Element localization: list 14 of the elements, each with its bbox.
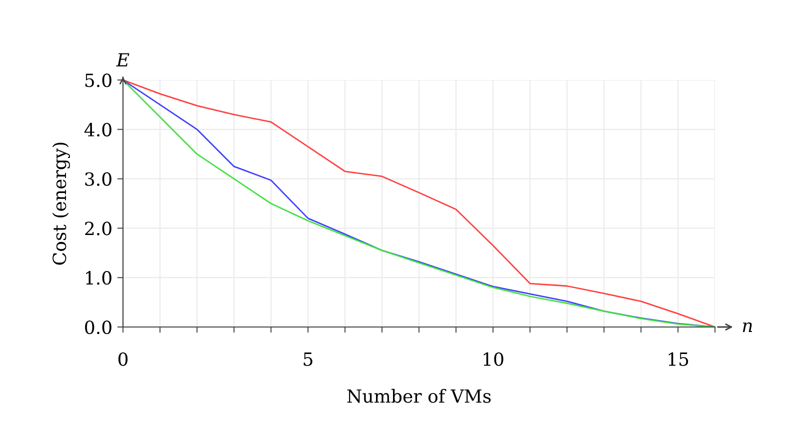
y-axis-title: Cost (energy) <box>52 142 70 265</box>
text: n <box>742 322 752 332</box>
y-tick-label: 5.0 <box>85 73 112 88</box>
x-tick-label: 5 <box>304 352 312 366</box>
x-tick-label: 15 <box>668 352 688 366</box>
x-tick-label: 0 <box>118 352 128 366</box>
y-tick-label: 1.0 <box>86 271 112 285</box>
x-tick-label: 10 <box>484 352 504 366</box>
text: E <box>116 53 130 66</box>
x-axis-title: Number of VMs <box>347 388 491 403</box>
y-tick-label: 2.0 <box>85 222 112 236</box>
y-tick-label: 0.0 <box>85 320 112 334</box>
y-tick-label: 4.0 <box>84 122 112 137</box>
y-tick-label: 3.0 <box>85 172 112 186</box>
